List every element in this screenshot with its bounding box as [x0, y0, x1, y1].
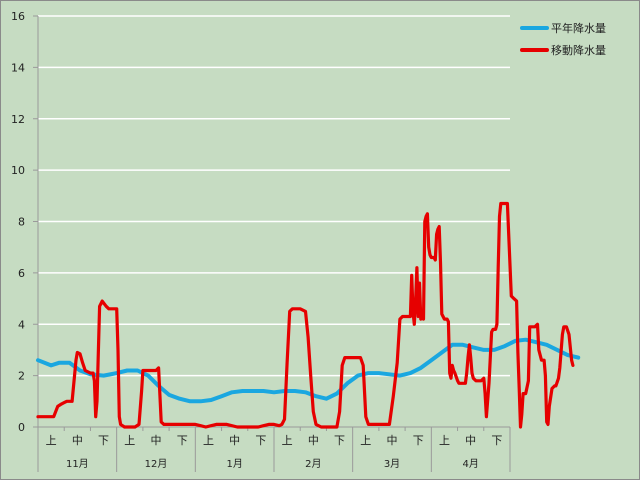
month-label: 11月 — [66, 458, 89, 470]
x-tick-label: 下 — [177, 434, 188, 447]
month-label: 12月 — [145, 458, 168, 470]
x-tick-label: 中 — [308, 434, 319, 447]
x-tick-label: 中 — [465, 434, 476, 447]
month-label: 1月 — [226, 458, 242, 470]
x-tick-label: 中 — [229, 434, 240, 447]
x-tick-label: 上 — [46, 434, 57, 447]
y-tick-label: 0 — [18, 421, 25, 434]
x-axis: 上中下11月上中下12月上中下1月上中下2月上中下3月上中下4月 — [37, 426, 511, 472]
x-tick-label: 上 — [439, 434, 450, 447]
series-line-moving-precipitation — [36, 201, 575, 429]
x-tick-label: 下 — [491, 434, 502, 447]
x-tick-label: 上 — [282, 434, 293, 447]
month-label: 3月 — [384, 458, 400, 470]
x-tick-label: 上 — [360, 434, 371, 447]
x-tick-label: 中 — [387, 434, 398, 447]
x-tick-label: 下 — [334, 434, 345, 447]
y-tick-label: 10 — [11, 164, 25, 177]
month-label: 4月 — [462, 458, 478, 470]
y-tick-label: 2 — [18, 370, 25, 383]
series-lines — [36, 201, 581, 429]
legend-label: 平年降水量 — [551, 21, 606, 35]
y-tick-label: 12 — [11, 113, 25, 126]
y-tick-label: 6 — [18, 267, 25, 280]
x-tick-label: 下 — [255, 434, 266, 447]
y-axis: 0 2 4 6 8 10 12 14 16 — [11, 10, 39, 434]
month-label: 2月 — [305, 458, 321, 470]
x-tick-label: 上 — [203, 434, 214, 447]
y-tick-label: 14 — [11, 61, 25, 74]
legend-label: 移動降水量 — [551, 43, 606, 57]
x-tick-label: 中 — [151, 434, 162, 447]
x-tick-label: 上 — [124, 434, 135, 447]
x-tick-label: 下 — [98, 434, 109, 447]
y-tick-label: 4 — [18, 318, 25, 331]
y-tick-label: 8 — [18, 216, 25, 229]
y-tick-label: 16 — [11, 10, 25, 23]
x-tick-label: 下 — [413, 434, 424, 447]
x-tick-label: 中 — [72, 434, 83, 447]
